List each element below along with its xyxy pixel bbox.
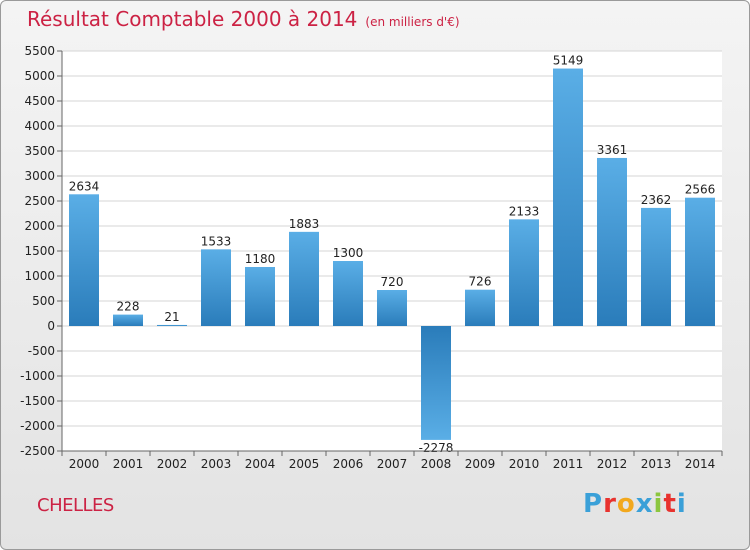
x-tick-label: 2014 <box>685 457 716 471</box>
y-tick-label: 1000 <box>24 269 55 283</box>
x-tick-label: 2002 <box>157 457 188 471</box>
x-tick-label: 2013 <box>641 457 672 471</box>
bar-2006 <box>333 261 363 326</box>
bar-2009 <box>465 289 495 326</box>
x-tick-label: 2003 <box>201 457 232 471</box>
y-tick-label: 4500 <box>24 94 55 108</box>
y-tick-label: 3500 <box>24 144 55 158</box>
data-label-2011: 5149 <box>553 54 584 68</box>
data-label-2007: 720 <box>381 275 404 289</box>
data-label-2003: 1533 <box>201 234 232 248</box>
bar-2000 <box>69 194 99 326</box>
bar-2002 <box>157 324 187 326</box>
x-tick-label: 2008 <box>421 457 452 471</box>
bar-2003 <box>201 249 231 326</box>
y-tick-label: -500 <box>28 344 55 358</box>
data-label-2013: 2362 <box>641 193 672 207</box>
logo-letter: x <box>635 489 654 519</box>
y-tick-label: -2500 <box>20 444 55 458</box>
bar-2010 <box>509 219 539 326</box>
x-tick-label: 2001 <box>113 457 144 471</box>
x-tick-label: 2000 <box>69 457 100 471</box>
logo-letter: t <box>663 489 677 519</box>
data-label-2001: 228 <box>117 300 140 314</box>
x-tick-label: 2010 <box>509 457 540 471</box>
x-axis: 2000 2001 2002 2003 2004 2005 2006 2007 2008 2009… <box>61 451 723 471</box>
logo-letter: i <box>653 489 664 519</box>
data-label-2005: 1883 <box>289 217 320 231</box>
y-tick-label: 4000 <box>24 119 55 133</box>
x-tick-label: 2004 <box>245 457 276 471</box>
data-label-2008: -2278 <box>419 441 454 455</box>
y-tick-label: 0 <box>47 319 55 333</box>
data-label-2002: 21 <box>164 310 179 324</box>
logo-letter: o <box>616 489 636 519</box>
data-label-2009: 726 <box>469 275 492 289</box>
data-label-2014: 2566 <box>685 183 716 197</box>
city-name: CHELLES <box>37 495 114 516</box>
y-tick-label: -2000 <box>20 419 55 433</box>
y-tick-label: 2500 <box>24 194 55 208</box>
data-label-2012: 3361 <box>597 143 628 157</box>
y-tick-label: -1000 <box>20 369 55 383</box>
bars: 2634 228 21 1533 1180 1883 1300 720 -2278 726 2133… <box>69 54 716 455</box>
logo-letter: r <box>603 489 617 519</box>
x-tick-label: 2005 <box>289 457 320 471</box>
bar-2005 <box>289 231 319 326</box>
x-tick-label: 2009 <box>465 457 496 471</box>
bar-2014 <box>685 197 715 326</box>
y-tick-label: 2000 <box>24 219 55 233</box>
y-tick-label: 5000 <box>24 69 55 83</box>
data-label-2010: 2133 <box>509 204 540 218</box>
bar-2012 <box>597 157 627 326</box>
x-tick-label: 2011 <box>553 457 584 471</box>
y-tick-label: 5500 <box>24 44 55 58</box>
unit-note: (en milliers d'€) <box>365 15 460 29</box>
data-label-2006: 1300 <box>333 246 364 260</box>
chart-title: Résultat Comptable 2000 à 2014 (en millie… <box>27 7 460 31</box>
data-label-2004: 1180 <box>245 252 276 266</box>
data-label-2000: 2634 <box>69 179 100 193</box>
y-tick-label: -1500 <box>20 394 55 408</box>
x-tick-label: 2012 <box>597 457 628 471</box>
proxiti-logo: Proxiti <box>583 489 687 519</box>
bar-2001 <box>113 314 143 326</box>
y-tick-label: 3000 <box>24 169 55 183</box>
logo-letter: i <box>676 489 687 519</box>
bar-2011 <box>553 68 583 327</box>
x-tick-label: 2007 <box>377 457 408 471</box>
y-tick-label: 500 <box>32 294 55 308</box>
bar-2007 <box>377 290 407 326</box>
bar-2004 <box>245 267 275 326</box>
bar-2008 <box>421 326 451 440</box>
bar-2013 <box>641 207 671 326</box>
logo-letter: P <box>583 489 604 519</box>
x-tick-label: 2006 <box>333 457 364 471</box>
y-tick-label: 1500 <box>24 244 55 258</box>
y-axis: 5500500045004000350030002500200015001000… <box>20 44 62 458</box>
